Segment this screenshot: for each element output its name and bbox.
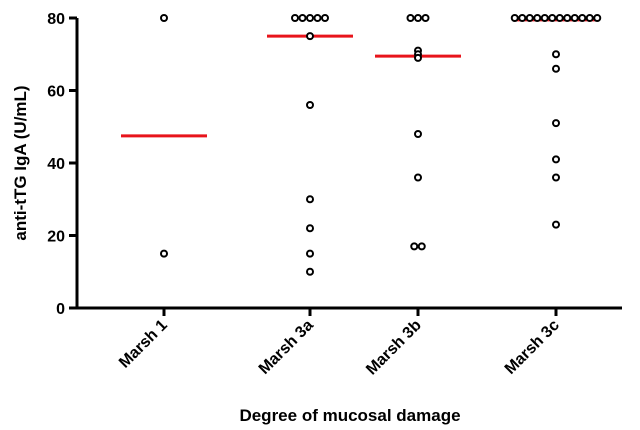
data-point — [414, 173, 422, 182]
y-tick-label: 40 — [47, 156, 65, 173]
data-point — [306, 32, 314, 41]
data-point — [298, 14, 307, 22]
data-point — [552, 155, 560, 164]
y-tick-label: 60 — [47, 84, 65, 101]
data-point — [552, 50, 560, 59]
y-axis-title: anti-tTG IgA (U/mL) — [11, 85, 30, 240]
x-axis-title: Degree of mucosal damage — [239, 406, 460, 425]
data-point — [421, 14, 430, 22]
data-point — [414, 130, 422, 138]
data-point — [306, 101, 314, 109]
data-point — [313, 14, 322, 22]
data-point — [414, 14, 422, 22]
data-point — [540, 14, 549, 22]
data-point — [160, 14, 168, 22]
data-point — [525, 14, 534, 22]
data-point — [552, 173, 560, 182]
data-point — [510, 14, 519, 22]
data-point — [414, 53, 422, 62]
data-point — [417, 242, 426, 251]
y-ticks: 0 20 40 60 80 — [47, 11, 77, 318]
y-tick-label: 20 — [47, 229, 65, 246]
data-point — [306, 195, 314, 204]
plot-area — [121, 14, 602, 276]
data-point — [306, 249, 314, 258]
data-point — [578, 14, 587, 22]
data-point — [406, 14, 415, 22]
data-point — [518, 14, 527, 22]
data-point — [548, 14, 557, 22]
data-point — [306, 224, 314, 233]
data-point — [306, 14, 314, 22]
data-point — [321, 14, 329, 22]
data-point — [306, 267, 314, 276]
data-point — [410, 242, 419, 251]
data-point — [563, 14, 572, 22]
data-point — [552, 64, 560, 73]
category-label: Marsh 3c — [502, 317, 563, 378]
data-point — [585, 14, 594, 22]
category-label: Marsh 1 — [116, 317, 171, 372]
data-point — [555, 14, 564, 22]
y-tick-label: 80 — [47, 11, 65, 28]
x-ticks: Marsh 1 Marsh 3a Marsh 3b Marsh 3c — [116, 308, 563, 379]
data-point — [593, 14, 602, 22]
data-point — [160, 249, 168, 258]
data-point — [570, 14, 579, 22]
category-label: Marsh 3b — [363, 317, 425, 379]
category-label: Marsh 3a — [256, 317, 317, 378]
data-point — [291, 14, 299, 22]
data-point — [533, 14, 542, 22]
data-point — [552, 220, 560, 229]
y-tick-label: 0 — [56, 301, 65, 318]
data-point — [552, 119, 560, 128]
